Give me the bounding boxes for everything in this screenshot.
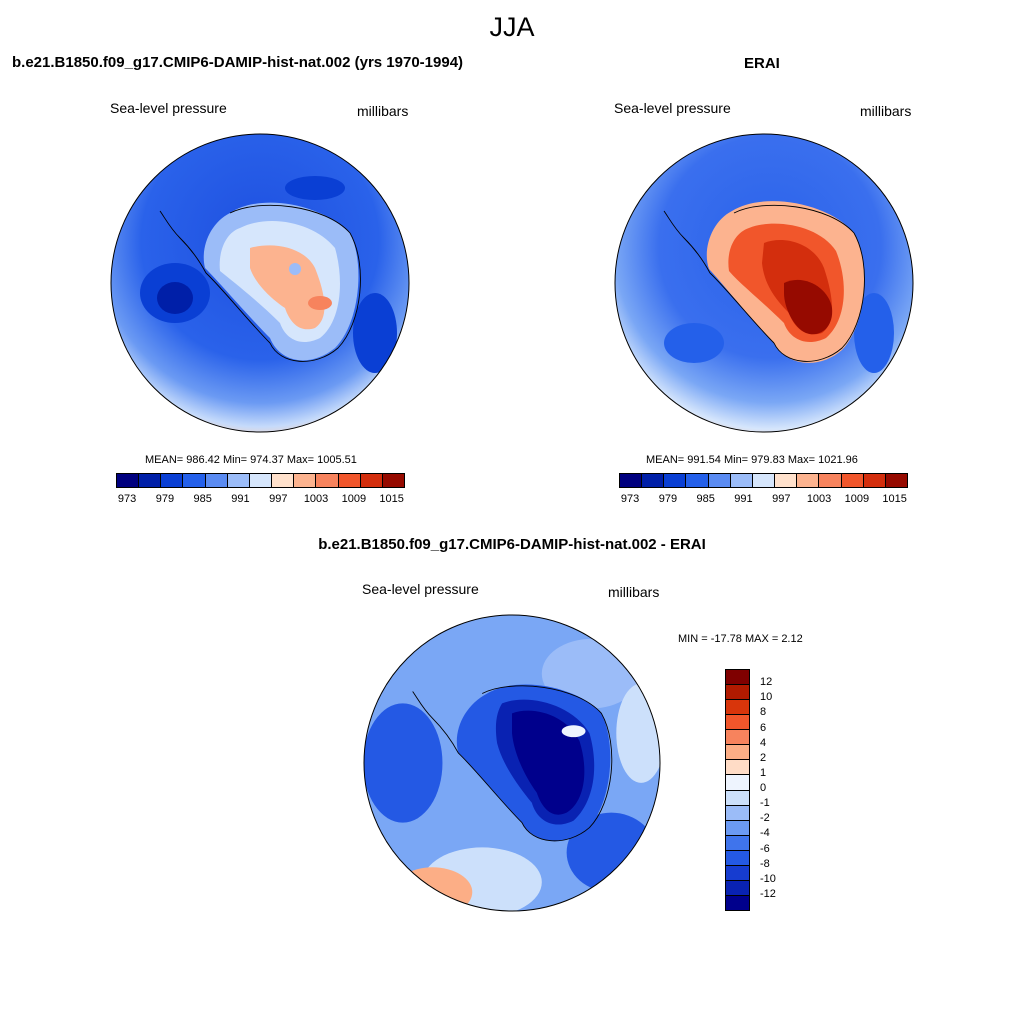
obs-colorbar-bin (620, 474, 643, 487)
model-colorbar-tick-label: 991 (231, 493, 250, 505)
diff-variable-label: Sea-level pressure (362, 581, 479, 597)
obs-colorbar-bin (730, 474, 753, 487)
obs-colorbar-tick-label: 979 (658, 493, 678, 505)
diff-colorbar-bin (726, 715, 749, 731)
diff-colorbar-tick-label: 0 (760, 782, 767, 794)
model-colorbar-bin (117, 474, 140, 487)
diff-polar-map (363, 614, 661, 912)
diff-colorbar-tick-label: -1 (760, 797, 770, 810)
diff-colorbar (725, 669, 750, 911)
model-colorbar (116, 473, 405, 488)
diff-colorbar-bin (726, 850, 749, 866)
diff-colorbar-bin (726, 790, 749, 806)
model-colorbar-bin (316, 474, 339, 487)
obs-colorbar-bin (797, 474, 820, 487)
model-colorbar-tick-label: 1015 (379, 493, 404, 505)
diff-colorbar-tick-label: 12 (760, 676, 773, 689)
diff-colorbar-tick-label: 6 (760, 721, 767, 734)
diff-colorbar-tick-label: 10 (760, 691, 773, 704)
diff-colorbar-bin (726, 775, 749, 791)
diff-colorbar-bin (726, 700, 749, 716)
diff-colorbar-bin (726, 895, 749, 910)
obs-colorbar-bin (752, 474, 776, 487)
obs-colorbar-tick-label: 1015 (882, 493, 907, 505)
diff-colorbar-bin (726, 760, 749, 776)
obs-colorbar-bin (708, 474, 731, 487)
diff-colorbar-bin (726, 685, 749, 701)
diff-panel-title: b.e21.B1850.f09_g17.CMIP6-DAMIP-hist-nat… (318, 536, 706, 553)
obs-colorbar-bin (819, 474, 842, 487)
obs-colorbar-tick-label: 991 (734, 493, 753, 505)
diff-colorbar-tick-label: 8 (760, 706, 767, 719)
obs-stats: MEAN= 991.54 Min= 979.83 Max= 1021.96 (646, 454, 858, 466)
model-colorbar-bin (161, 474, 184, 487)
model-colorbar-bin (205, 474, 228, 487)
model-colorbar-bin (294, 474, 317, 487)
model-variable-label: Sea-level pressure (110, 100, 227, 116)
diff-colorbar-tick-label: -10 (760, 872, 776, 885)
obs-panel-title: ERAI (744, 55, 780, 72)
obs-colorbar (619, 473, 908, 488)
model-polar-map (110, 133, 410, 433)
model-panel-title: b.e21.B1850.f09_g17.CMIP6-DAMIP-hist-nat… (12, 54, 464, 71)
model-colorbar-tick-label: 1003 (303, 493, 329, 505)
diff-colorbar-bin (726, 835, 749, 851)
obs-polar-map (614, 133, 914, 433)
model-colorbar-bin (360, 474, 383, 487)
obs-colorbar-tick-label: 985 (696, 493, 715, 505)
obs-colorbar-bin (863, 474, 886, 487)
diff-colorbar-bin (726, 730, 749, 746)
obs-colorbar-bin (841, 474, 864, 487)
diff-colorbar-tick-label: -12 (760, 887, 776, 900)
diff-colorbar-bin (726, 745, 749, 761)
diff-colorbar-tick-label: -6 (760, 842, 770, 855)
diff-colorbar-tick-label: -2 (760, 812, 770, 825)
obs-colorbar-tick-label: 997 (772, 493, 791, 505)
obs-units-label: millibars (860, 103, 912, 119)
figure-title: JJA (489, 12, 535, 42)
obs-colorbar-tick-label: 973 (620, 493, 640, 505)
obs-variable-label: Sea-level pressure (614, 100, 731, 116)
diff-units-label: millibars (608, 584, 660, 600)
obs-colorbar-tick-label: 1009 (844, 493, 870, 505)
model-colorbar-bin (183, 474, 206, 487)
obs-colorbar-bin (642, 474, 665, 487)
obs-colorbar-bin (775, 474, 798, 487)
model-colorbar-tick-label: 973 (117, 493, 137, 505)
diff-colorbar-bin (726, 805, 749, 821)
model-colorbar-tick-label: 985 (193, 493, 212, 505)
model-colorbar-bin (338, 474, 361, 487)
diff-colorbar-bin (726, 670, 749, 686)
model-colorbar-tick-label: 997 (269, 493, 288, 505)
diff-stats: MIN = -17.78 MAX = 2.12 (678, 633, 803, 645)
model-colorbar-tick-label: 1009 (341, 493, 367, 505)
diff-colorbar-tick-label: 2 (760, 751, 767, 764)
diff-colorbar-tick-label: -8 (760, 857, 770, 870)
model-colorbar-bin (382, 474, 405, 487)
diff-colorbar-tick-label: 4 (760, 736, 767, 749)
model-stats: MEAN= 986.42 Min= 974.37 Max= 1005.51 (145, 454, 357, 466)
model-colorbar-bin (227, 474, 250, 487)
obs-colorbar-tick-label: 1003 (806, 493, 832, 505)
obs-colorbar-bin (885, 474, 908, 487)
obs-colorbar-bin (686, 474, 709, 487)
diff-colorbar-tick-label: -4 (760, 827, 770, 840)
model-colorbar-bin (272, 474, 295, 487)
diff-colorbar-bin (726, 820, 749, 836)
model-units-label: millibars (357, 103, 409, 119)
obs-colorbar-bin (664, 474, 687, 487)
diff-colorbar-bin (726, 880, 749, 896)
diff-colorbar-bin (726, 865, 749, 881)
model-colorbar-bin (139, 474, 162, 487)
model-colorbar-bin (249, 474, 273, 487)
model-colorbar-tick-label: 979 (155, 493, 175, 505)
diff-colorbar-tick-label: 1 (760, 766, 767, 779)
